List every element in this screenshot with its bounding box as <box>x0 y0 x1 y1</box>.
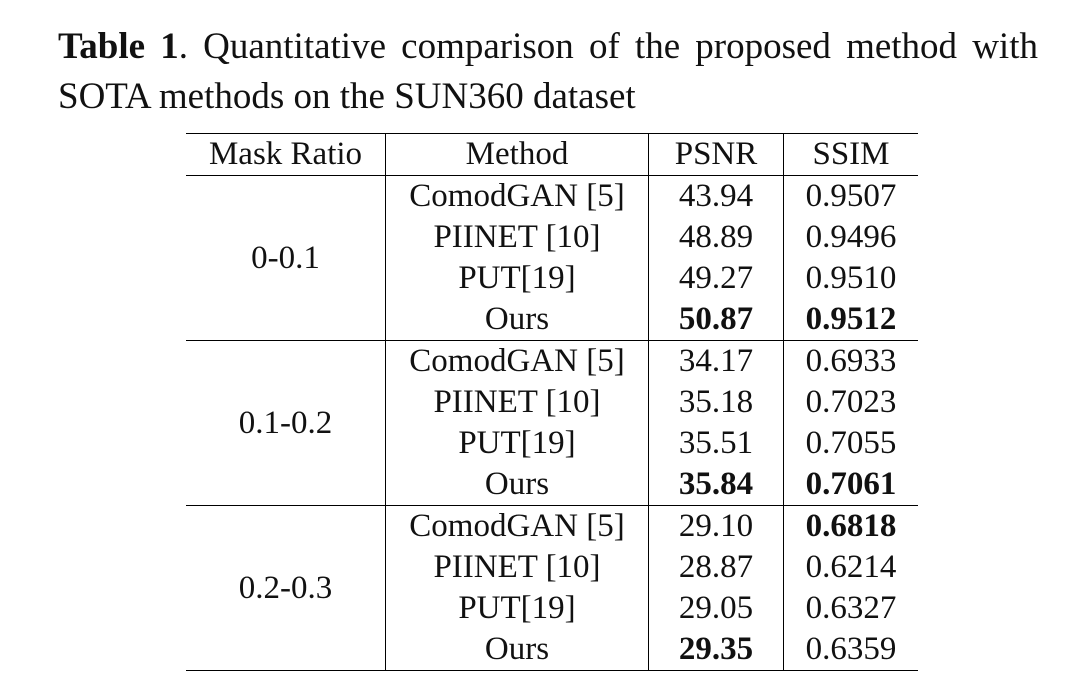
method-cell: ComodGAN [5] <box>385 340 649 382</box>
ssim-cell: 0.6359 <box>783 629 918 671</box>
ssim-cell: 0.6214 <box>783 547 918 588</box>
ssim-cell: 0.9496 <box>783 217 918 258</box>
mask-ratio-cell: 0.1-0.2 <box>186 340 386 506</box>
table-row: PUT[19] 49.27 0.9510 <box>186 258 918 299</box>
method-cell: Ours <box>385 629 649 671</box>
mask-ratio-cell: 0-0.1 <box>186 175 386 341</box>
method-cell: PIINET [10] <box>385 382 649 423</box>
method-cell: PIINET [10] <box>385 217 649 258</box>
header-ssim: SSIM <box>783 133 918 176</box>
table-row: PUT[19] 35.51 0.7055 <box>186 423 918 464</box>
psnr-cell: 35.51 <box>648 423 784 464</box>
ssim-cell: 0.7023 <box>783 382 918 423</box>
header-row: Mask Ratio Method PSNR SSIM <box>186 133 918 176</box>
table-body: 0-0.1 ComodGAN [5] 43.94 0.9507 PIINET [10] 4… <box>186 175 918 671</box>
method-cell: PIINET [10] <box>385 547 649 588</box>
results-table: Mask Ratio Method PSNR SSIM 0-0.1 ComodGA… <box>186 133 918 671</box>
table-row: 0.1-0.2 ComodGAN [5] 34.17 0.6933 <box>186 340 918 506</box>
header-method: Method <box>385 133 649 176</box>
ssim-cell: 0.9507 <box>783 175 918 217</box>
method-cell: ComodGAN [5] <box>385 175 649 217</box>
header-psnr: PSNR <box>648 133 784 176</box>
psnr-cell: 35.18 <box>648 382 784 423</box>
ssim-cell: 0.9510 <box>783 258 918 299</box>
caption-label: Table 1 <box>58 26 179 67</box>
method-cell: PUT[19] <box>385 588 649 629</box>
psnr-cell: 35.84 <box>648 464 784 506</box>
table-row: Ours 35.84 0.7061 <box>186 464 918 506</box>
method-cell: ComodGAN [5] <box>385 505 649 547</box>
psnr-cell: 29.10 <box>648 505 784 547</box>
header-mask-ratio: Mask Ratio <box>186 133 386 176</box>
caption-text: . Quantitative comparison of the propose… <box>58 26 1038 117</box>
table-row: PIINET [10] 28.87 0.6214 <box>186 547 918 588</box>
table-row: Ours 29.35 0.6359 <box>186 629 918 671</box>
table-row: Ours 50.87 0.9512 <box>186 299 918 341</box>
psnr-cell: 48.89 <box>648 217 784 258</box>
psnr-cell: 34.17 <box>648 340 784 382</box>
method-cell: PUT[19] <box>385 423 649 464</box>
psnr-cell: 43.94 <box>648 175 784 217</box>
table-row: PUT[19] 29.05 0.6327 <box>186 588 918 629</box>
ssim-cell: 0.7061 <box>783 464 918 506</box>
table-row: 0.2-0.3 ComodGAN [5] 29.10 0.6818 <box>186 505 918 671</box>
psnr-cell: 50.87 <box>648 299 784 341</box>
ssim-cell: 0.6933 <box>783 340 918 382</box>
mask-ratio-cell: 0.2-0.3 <box>186 505 386 671</box>
psnr-cell: 28.87 <box>648 547 784 588</box>
table-row: 0-0.1 ComodGAN [5] 43.94 0.9507 <box>186 175 918 341</box>
table-caption: Table 1. Quantitative comparison of the … <box>58 22 1038 122</box>
ssim-cell: 0.6327 <box>783 588 918 629</box>
psnr-cell: 29.35 <box>648 629 784 671</box>
ssim-cell: 0.7055 <box>783 423 918 464</box>
method-cell: PUT[19] <box>385 258 649 299</box>
ssim-cell: 0.9512 <box>783 299 918 341</box>
method-cell: Ours <box>385 464 649 506</box>
psnr-cell: 49.27 <box>648 258 784 299</box>
table-row: PIINET [10] 35.18 0.7023 <box>186 382 918 423</box>
table-row: PIINET [10] 48.89 0.9496 <box>186 217 918 258</box>
psnr-cell: 29.05 <box>648 588 784 629</box>
ssim-cell: 0.6818 <box>783 505 918 547</box>
method-cell: Ours <box>385 299 649 341</box>
